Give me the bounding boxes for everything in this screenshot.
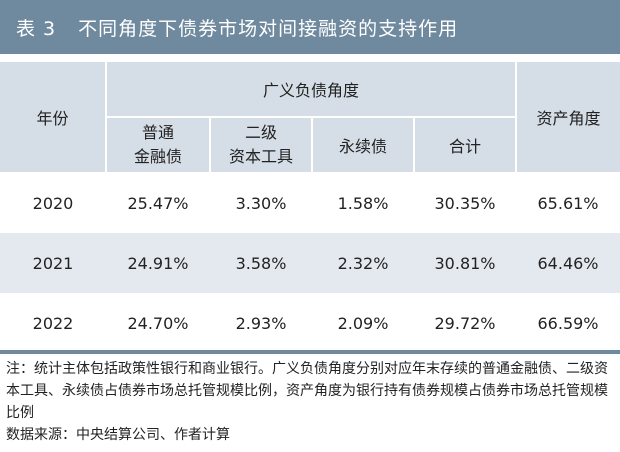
cell-perpetual: 2.32% [337, 253, 389, 273]
table-title: 不同角度下债券市场对间接融资的支持作用 [78, 17, 459, 40]
cell-year: 2021 [32, 253, 74, 273]
header-ordinary-bond: 普通 金融债 [105, 116, 211, 174]
table-notes: 注：统计主体包括政策性银行和商业银行。广义负债角度分别对应年末存续的普通金融债、… [6, 358, 618, 446]
cell-year: 2022 [32, 313, 74, 333]
cell-total: 30.35% [434, 194, 496, 213]
header-tier2-line2: 资本工具 [228, 147, 293, 166]
data-table: 年份 广义负债角度 资产角度 普通 金融债 二级 资本工具 永续债 合计 202… [0, 60, 620, 353]
header-total: 合计 [412, 116, 518, 174]
header-ordinary-line1: 普通 [141, 123, 174, 142]
header-tier2-capital: 二级 资本工具 [209, 116, 313, 174]
table-title-bar: 表 3 不同角度下债券市场对间接融资的支持作用 [0, 0, 620, 54]
cell-ordinary: 24.91% [127, 253, 189, 273]
table-row: 2020 25.47% 3.30% 1.58% 30.35% 65.61% [0, 173, 620, 233]
table-row: 2022 24.70% 2.93% 2.09% 29.72% 66.59% [0, 293, 620, 353]
table-row: 2021 24.91% 3.58% 2.32% 30.81% 64.46% [0, 233, 620, 293]
header-row-top: 年份 广义负债角度 资产角度 [0, 60, 620, 174]
cell-ordinary: 25.47% [127, 194, 189, 213]
cell-asset: 64.46% [537, 253, 599, 273]
table-bottom-rule [0, 350, 620, 354]
cell-year: 2020 [32, 194, 74, 213]
header-group-liability: 广义负债角度 [104, 60, 518, 118]
cell-tier2: 3.30% [235, 194, 287, 213]
cell-total: 29.72% [434, 313, 496, 333]
data-source: 数据来源：中央结算公司、作者计算 [6, 427, 230, 443]
cell-perpetual: 1.58% [337, 194, 389, 213]
cell-perpetual: 2.09% [337, 313, 389, 333]
footnote: 注：统计主体包括政策性银行和商业银行。广义负债角度分别对应年末存续的普通金融债、… [6, 361, 608, 421]
header-asset: 资产角度 [515, 60, 620, 174]
cell-total: 30.81% [434, 253, 496, 273]
cell-asset: 66.59% [537, 313, 599, 333]
header-perpetual-bond: 永续债 [311, 116, 415, 174]
header-year: 年份 [0, 60, 107, 174]
header-tier2-line1: 二级 [244, 123, 277, 142]
cell-ordinary: 24.70% [127, 313, 189, 333]
cell-tier2: 2.93% [235, 313, 287, 333]
header-ordinary-line2: 金融债 [133, 147, 182, 166]
cell-tier2: 3.58% [235, 253, 287, 273]
cell-asset: 65.61% [537, 194, 599, 213]
table-number: 表 3 [16, 17, 57, 40]
